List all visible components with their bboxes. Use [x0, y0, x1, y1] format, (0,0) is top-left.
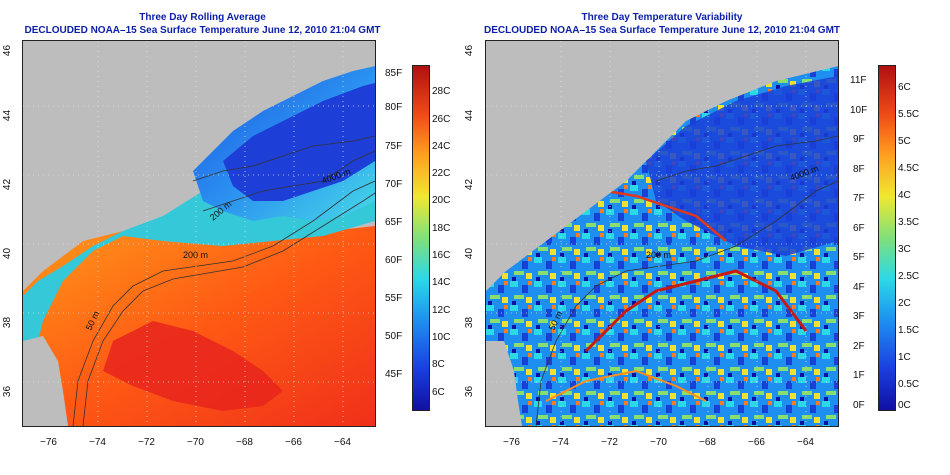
lat-tick: 42 — [2, 178, 14, 191]
lon-tick: −74 — [552, 437, 569, 448]
lon-tick: −68 — [236, 437, 253, 448]
warm-core — [103, 321, 283, 411]
colorbar-c-label: 16C — [432, 250, 451, 261]
colorbar-f-label: 45F — [385, 369, 403, 380]
left-subtitle: DECLOUDED NOAA–15 Sea Surface Temperatur… — [24, 25, 381, 36]
colorbar-f-label: 8F — [853, 164, 865, 175]
colorbar-c-label: 2C — [898, 298, 911, 309]
lat-tick: 36 — [2, 385, 14, 398]
lat-tick: 38 — [464, 316, 476, 329]
lon-tick: −70 — [650, 437, 667, 448]
colorbar-f-label: 65F — [385, 217, 403, 228]
colorbar-c-label: 0C — [898, 400, 911, 411]
colorbar-c-label: 26C — [432, 114, 451, 125]
colorbar-c-label: 3C — [898, 244, 911, 255]
lon-tick: −68 — [699, 437, 716, 448]
right-subtitle: DECLOUDED NOAA–15 Sea Surface Temperatur… — [483, 25, 841, 36]
colorbar-f-label: 4F — [853, 282, 865, 293]
right-colorbar-gradient — [878, 65, 896, 411]
colorbar-f-label: 3F — [853, 311, 865, 322]
lon-tick: −72 — [601, 437, 618, 448]
colorbar-f-label: 11F — [850, 75, 867, 86]
colorbar-c-label: 4.5C — [898, 163, 920, 174]
colorbar-c-label: 6C — [432, 387, 445, 398]
lon-tick: −76 — [503, 437, 520, 448]
colorbar-c-label: 28C — [432, 86, 451, 97]
left-colorbar-gradient — [412, 65, 430, 411]
lon-tick: −74 — [89, 437, 106, 448]
front-red — [605, 189, 727, 242]
contour-line — [192, 135, 375, 182]
colorbar-c-label: 12C — [432, 305, 451, 316]
colorbar-c-label: 1C — [898, 352, 911, 363]
colorbar-c-label: 8C — [432, 359, 445, 370]
colorbar-c-label: 10C — [432, 332, 451, 343]
colorbar-f-label: 7F — [853, 193, 865, 204]
colorbar-c-label: 20C — [432, 195, 451, 206]
colorbar-f-label: 75F — [385, 141, 403, 152]
lat-tick: 36 — [464, 385, 476, 398]
colorbar-f-label: 55F — [385, 293, 403, 304]
contour-line — [202, 150, 375, 212]
right-map-canvas: 4000 m 200 m 50 m — [486, 41, 838, 426]
lat-tick: 38 — [2, 316, 14, 329]
lat-tick: 46 — [2, 44, 14, 57]
ocean-warm — [23, 226, 375, 426]
lat-tick: 40 — [2, 247, 14, 260]
colorbar-f-label: 50F — [385, 331, 403, 342]
contour-line — [655, 135, 838, 182]
lon-tick: −66 — [285, 437, 302, 448]
right-title: Three Day Temperature Variability — [581, 12, 743, 23]
lat-tick: 40 — [464, 247, 476, 260]
left-sst-map: 4000 m 200 m 50 m 200 m — [22, 40, 376, 427]
left-map-canvas: 4000 m 200 m 50 m 200 m — [23, 41, 375, 426]
colorbar-f-label: 85F — [385, 68, 403, 79]
colorbar-c-label: 6C — [898, 82, 911, 93]
lon-tick: −66 — [748, 437, 765, 448]
colorbar-f-label: 1F — [853, 370, 865, 381]
lat-tick: 44 — [464, 109, 476, 122]
colorbar-c-label: 14C — [432, 277, 451, 288]
colorbar-f-label: 9F — [853, 134, 865, 145]
colorbar-f-label: 60F — [385, 255, 403, 266]
lat-tick: 46 — [464, 44, 476, 57]
land-mass — [486, 41, 838, 281]
colorbar-f-label: 0F — [853, 400, 865, 411]
colorbar-c-label: 0.5C — [898, 379, 920, 390]
colorbar-c-label: 24C — [432, 141, 451, 152]
lat-tick: 42 — [464, 178, 476, 191]
right-variability-map: 4000 m 200 m 50 m — [485, 40, 839, 427]
colorbar-c-label: 5.5C — [898, 109, 920, 120]
lon-tick: −76 — [40, 437, 57, 448]
colorbar-c-label: 3.5C — [898, 217, 920, 228]
colorbar-c-label: 1.5C — [898, 325, 920, 336]
lon-tick: −72 — [138, 437, 155, 448]
lat-tick: 44 — [2, 109, 14, 122]
lon-tick: −70 — [187, 437, 204, 448]
lon-tick: −64 — [797, 437, 814, 448]
contour-line — [82, 192, 375, 426]
colorbar-c-label: 18C — [432, 223, 451, 234]
contour-line — [535, 180, 838, 426]
land-south — [23, 336, 68, 426]
colorbar-f-label: 10F — [850, 105, 868, 116]
left-title: Three Day Rolling Average — [139, 12, 266, 23]
colorbar-c-label: 5C — [898, 136, 911, 147]
lon-tick: −64 — [334, 437, 351, 448]
colorbar-f-label: 80F — [385, 102, 403, 113]
colorbar-c-label: 22C — [432, 168, 451, 179]
contour-line — [72, 180, 375, 426]
colorbar-c-label: 4C — [898, 190, 911, 201]
land-south — [486, 341, 522, 426]
colorbar-f-label: 2F — [853, 341, 865, 352]
contour-label: 200 m — [646, 250, 671, 260]
colorbar-f-label: 70F — [385, 179, 403, 190]
colorbar-f-label: 6F — [853, 223, 865, 234]
contour-label: 200 m — [183, 250, 208, 260]
front-red — [584, 269, 808, 353]
front-orange — [545, 369, 707, 402]
colorbar-c-label: 2.5C — [898, 271, 920, 282]
land-mass — [23, 41, 375, 281]
colorbar-f-label: 5F — [853, 252, 865, 263]
